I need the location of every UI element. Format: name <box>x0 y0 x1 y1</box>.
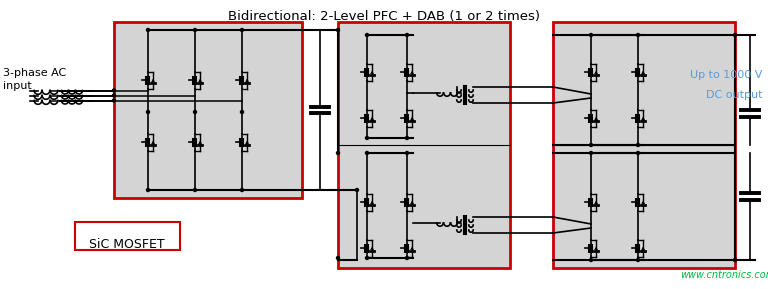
Circle shape <box>112 94 115 97</box>
Polygon shape <box>365 70 369 73</box>
Circle shape <box>637 144 640 147</box>
Polygon shape <box>370 246 374 251</box>
Polygon shape <box>636 70 640 73</box>
Polygon shape <box>365 116 369 119</box>
Polygon shape <box>405 116 409 119</box>
Polygon shape <box>641 70 645 75</box>
Polygon shape <box>636 246 640 249</box>
Text: Bidirectional: 2-Level PFC + DAB (1 or 2 times): Bidirectional: 2-Level PFC + DAB (1 or 2… <box>228 10 540 23</box>
Polygon shape <box>365 246 369 249</box>
Polygon shape <box>198 140 202 144</box>
Circle shape <box>590 144 592 147</box>
Circle shape <box>336 151 339 155</box>
Bar <box>114 22 302 198</box>
Polygon shape <box>641 200 645 205</box>
Polygon shape <box>410 116 414 121</box>
Circle shape <box>194 110 197 114</box>
Circle shape <box>637 151 640 155</box>
Bar <box>553 22 735 268</box>
Circle shape <box>336 257 339 260</box>
Polygon shape <box>410 70 414 75</box>
Polygon shape <box>405 246 409 249</box>
Circle shape <box>406 151 409 155</box>
Circle shape <box>406 257 409 260</box>
Polygon shape <box>146 78 150 81</box>
Polygon shape <box>594 246 598 251</box>
Circle shape <box>240 110 243 114</box>
Polygon shape <box>589 246 593 249</box>
Polygon shape <box>370 200 374 205</box>
Polygon shape <box>151 78 155 83</box>
Polygon shape <box>641 246 645 251</box>
Circle shape <box>637 34 640 36</box>
Polygon shape <box>410 200 414 205</box>
Circle shape <box>366 136 369 140</box>
Polygon shape <box>589 116 593 119</box>
Polygon shape <box>240 140 244 143</box>
Circle shape <box>637 258 640 262</box>
Circle shape <box>406 34 409 36</box>
Text: SiC MOSFET: SiC MOSFET <box>89 238 165 251</box>
Text: www.cntronics.com: www.cntronics.com <box>680 270 768 280</box>
Circle shape <box>590 258 592 262</box>
Text: Up to 1000 V: Up to 1000 V <box>690 70 762 80</box>
Circle shape <box>366 257 369 260</box>
Polygon shape <box>245 140 250 144</box>
Polygon shape <box>370 70 374 75</box>
Polygon shape <box>370 116 374 121</box>
Bar <box>75 222 180 250</box>
Circle shape <box>590 151 592 155</box>
Text: DC output: DC output <box>706 90 762 100</box>
Polygon shape <box>193 78 197 81</box>
Polygon shape <box>636 200 640 203</box>
Polygon shape <box>405 70 409 73</box>
Circle shape <box>733 258 737 262</box>
Polygon shape <box>641 116 645 121</box>
Polygon shape <box>193 140 197 143</box>
Circle shape <box>147 110 150 114</box>
Polygon shape <box>410 246 414 251</box>
Circle shape <box>240 188 243 192</box>
Circle shape <box>733 34 737 36</box>
Polygon shape <box>240 78 244 81</box>
Circle shape <box>147 29 150 32</box>
Polygon shape <box>589 70 593 73</box>
Polygon shape <box>245 78 250 83</box>
Circle shape <box>112 89 115 92</box>
Circle shape <box>590 34 592 36</box>
Circle shape <box>336 29 339 32</box>
Circle shape <box>147 188 150 192</box>
Polygon shape <box>594 70 598 75</box>
Polygon shape <box>594 116 598 121</box>
Circle shape <box>194 29 197 32</box>
Circle shape <box>366 151 369 155</box>
Polygon shape <box>198 78 202 83</box>
Circle shape <box>112 99 115 102</box>
Circle shape <box>194 188 197 192</box>
Circle shape <box>240 29 243 32</box>
Polygon shape <box>636 116 640 119</box>
Polygon shape <box>405 200 409 203</box>
Circle shape <box>356 188 359 192</box>
Text: 3-phase AC
input: 3-phase AC input <box>3 68 66 91</box>
Bar <box>338 22 510 268</box>
Polygon shape <box>589 200 593 203</box>
Circle shape <box>366 34 369 36</box>
Polygon shape <box>594 200 598 205</box>
Polygon shape <box>151 140 155 144</box>
Polygon shape <box>146 140 150 143</box>
Circle shape <box>406 136 409 140</box>
Polygon shape <box>365 200 369 203</box>
